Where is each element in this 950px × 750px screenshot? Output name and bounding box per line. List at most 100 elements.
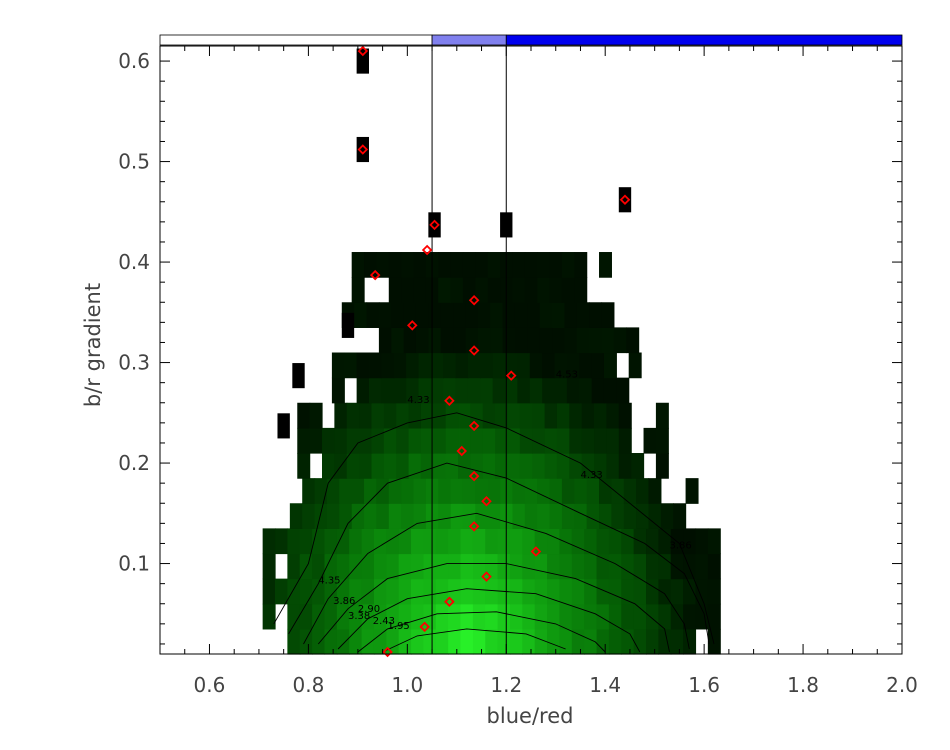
- heatmap-cell: [527, 302, 541, 328]
- heatmap-cell: [599, 478, 612, 504]
- heatmap-cell: [289, 503, 303, 529]
- heatmap-cell: [487, 478, 501, 504]
- heatmap-cell: [364, 252, 378, 278]
- heatmap-cell: [554, 352, 568, 379]
- y-tick-label: 0.3: [118, 351, 150, 375]
- heatmap-cell: [413, 478, 427, 504]
- heatmap-cell: [482, 453, 496, 479]
- heatmap-cell: [309, 402, 323, 429]
- heatmap-cell: [334, 427, 348, 454]
- heatmap-cell: [683, 578, 697, 605]
- heatmap-cell: [542, 352, 556, 379]
- heatmap-cell: [618, 453, 632, 479]
- heatmap-cell: [524, 277, 538, 303]
- median-marker: [407, 320, 418, 331]
- heatmap-cell: [361, 553, 375, 580]
- heatmap-cell: [623, 478, 637, 504]
- heatmap-cell: [517, 377, 531, 404]
- heatmap-cell: [574, 252, 588, 278]
- heatmap-cell: [475, 252, 489, 278]
- heatmap-cell: [660, 503, 674, 529]
- heatmap-cell: [428, 327, 442, 354]
- contour-label: 4.33: [407, 395, 429, 406]
- heatmap-cell: [495, 402, 509, 429]
- median-marker: [419, 621, 430, 633]
- heatmap-cell: [411, 578, 425, 605]
- heatmap-cell: [356, 136, 369, 163]
- heatmap-cell: [391, 302, 405, 328]
- heatmap-cell: [462, 277, 476, 303]
- heatmap-cell: [561, 503, 575, 529]
- heatmap-cell: [574, 277, 588, 303]
- heatmap-cell: [586, 503, 600, 529]
- heatmap-cell: [599, 252, 612, 278]
- heatmap-cell: [487, 252, 501, 278]
- contour-line: [273, 412, 715, 645]
- heatmap-cell: [589, 302, 603, 328]
- median-marker: [468, 521, 480, 532]
- heatmap-cell: [621, 528, 635, 555]
- heatmap-cell: [411, 553, 425, 580]
- heatmap-cell: [589, 327, 603, 354]
- heatmap-cell: [485, 628, 499, 655]
- heatmap-cell: [556, 453, 570, 479]
- heatmap-cell: [537, 277, 551, 303]
- heatmap-cell: [552, 302, 565, 328]
- heatmap-cell: [569, 427, 583, 454]
- heatmap-cell: [623, 503, 637, 529]
- heatmap-cell: [596, 578, 610, 605]
- heatmap-cell: [299, 528, 313, 555]
- x-tick-label: 0.8: [292, 673, 324, 697]
- heatmap-cell: [292, 363, 305, 389]
- heatmap-cell: [616, 377, 630, 404]
- heatmap-cell: [547, 603, 561, 630]
- heatmap-cell: [547, 578, 561, 605]
- heatmap-cell: [480, 352, 494, 379]
- heatmap-cell: [423, 528, 437, 555]
- heatmap-cell: [621, 603, 635, 630]
- contour-line: [357, 611, 606, 653]
- heatmap-cell: [349, 603, 363, 630]
- heatmap-cell: [331, 377, 345, 404]
- heatmap-cell: [326, 503, 340, 529]
- heatmap-cell: [559, 528, 573, 555]
- median-marker: [456, 445, 468, 457]
- heatmap-cell: [445, 402, 459, 429]
- heatmap-cell: [509, 553, 523, 580]
- heatmap-cell: [707, 528, 721, 555]
- heatmap-cell: [566, 377, 580, 404]
- heatmap-cell: [472, 553, 486, 580]
- heatmap-cell: [618, 427, 632, 454]
- heatmap-cell: [287, 578, 301, 605]
- heatmap-cell: [670, 553, 684, 580]
- heatmap-cell: [448, 528, 462, 555]
- heatmap-cell: [537, 503, 551, 529]
- heatmap-cell: [507, 453, 521, 479]
- heatmap-cell: [411, 528, 425, 555]
- heatmap-cell: [522, 628, 536, 655]
- heatmap-cell: [403, 327, 417, 354]
- axis-ticks: [159, 46, 903, 654]
- heatmap-cell: [534, 528, 548, 555]
- heatmap-cell: [428, 302, 442, 328]
- heatmap-cell: [393, 352, 407, 379]
- heatmap-cell: [413, 252, 427, 278]
- heatmap-cell: [344, 352, 358, 379]
- heatmap-cell: [401, 277, 415, 303]
- heatmap-cell: [472, 603, 486, 630]
- heatmap-cell: [584, 528, 598, 555]
- heatmap-cell: [524, 252, 538, 278]
- color-band-bar: [159, 34, 903, 46]
- heatmap-cell: [485, 528, 499, 555]
- heatmap-cell: [376, 252, 390, 278]
- heatmap-cell: [351, 252, 365, 278]
- heatmap-cell: [490, 302, 504, 328]
- heatmap-cell: [361, 603, 375, 630]
- heatmap-cell: [435, 628, 449, 655]
- heatmap-cell: [646, 603, 659, 630]
- heatmap-cell: [297, 427, 311, 454]
- heatmap-cell: [695, 578, 709, 605]
- heatmap-cell: [509, 628, 523, 655]
- heatmap-cell: [608, 603, 622, 630]
- heatmap-cell: [460, 578, 474, 605]
